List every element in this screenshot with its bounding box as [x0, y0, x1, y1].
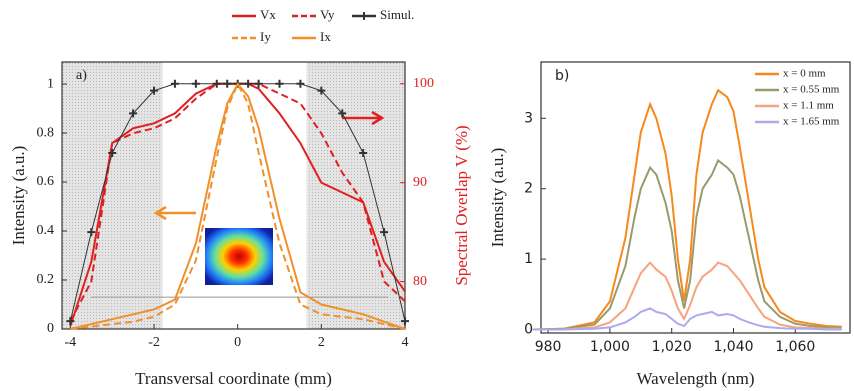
legend-label: x = 1.65 mm — [783, 116, 840, 128]
figure: -4 -2 0 2 4 0 0.2 0.4 0.6 0.8 1 80 90 100 Vx Vy Simul. Iy… — [0, 0, 854, 391]
y-tick-label: 1 — [524, 251, 533, 267]
y-tick-label: 0.6 — [37, 174, 55, 189]
marker — [223, 80, 231, 88]
marker — [192, 80, 200, 88]
x-axis-label: Transversal coordinate (mm) — [135, 369, 332, 388]
legend-label: Iy — [260, 29, 271, 44]
arrow — [156, 207, 196, 219]
legend-label: Vx — [260, 7, 276, 22]
marker — [171, 80, 179, 88]
legend-label: x = 1.1 mm — [783, 100, 834, 112]
x-tick-label: 1,040 — [713, 339, 753, 355]
x-tick-label: 4 — [402, 335, 409, 350]
marker — [296, 80, 304, 88]
y-tick-label: 0 — [524, 321, 533, 337]
x-axis-label: Wavelength (nm) — [636, 369, 754, 388]
marker — [276, 80, 284, 88]
y-axis-label: Intensity (a.u.) — [488, 148, 507, 248]
y-tick-label: 0.2 — [37, 272, 55, 287]
x-tick-label: 0 — [234, 335, 241, 350]
panel: 980 1,000 1,020 1,040 1,060 0 1 2 3 x = 0 mm x = 0… — [488, 62, 850, 388]
y-tick-label: 2 — [524, 181, 533, 197]
legend-label: Vy — [320, 7, 335, 22]
series-line — [533, 161, 842, 330]
x-tick-label: -2 — [148, 335, 160, 350]
y-tick-label: 0.8 — [37, 125, 55, 140]
x-tick-label: 2 — [318, 335, 325, 350]
y2-axis-label: Spectral Overlap V (%) — [452, 125, 471, 285]
panel: -4 -2 0 2 4 0 0.2 0.4 0.6 0.8 1 80 90 100 Vx Vy Simul. Iy… — [9, 7, 471, 388]
panel-label: b) — [555, 68, 569, 84]
y-tick-label: 0 — [47, 321, 54, 336]
x-tick-label: 1,020 — [652, 339, 692, 355]
legend-label: x = 0 mm — [783, 68, 826, 80]
y2-tick-label: 100 — [413, 76, 434, 91]
legend-label: Simul. — [380, 7, 414, 22]
y-tick-label: 3 — [524, 110, 533, 126]
y2-tick-label: 90 — [413, 175, 427, 190]
y-axis-label: Intensity (a.u.) — [9, 146, 28, 246]
x-tick-label: 1,060 — [775, 339, 815, 355]
legend-label: x = 0.55 mm — [783, 84, 840, 96]
legend-label: Ix — [320, 29, 331, 44]
y-tick-label: 0.4 — [37, 223, 55, 238]
shaded-region — [62, 62, 162, 329]
y-tick-label: 1 — [47, 76, 54, 91]
shaded-region — [307, 62, 405, 329]
x-tick-label: -4 — [65, 335, 77, 350]
beam-profile-image — [205, 228, 273, 285]
x-tick-label: 1,000 — [590, 339, 630, 355]
panel-label: a) — [76, 68, 87, 83]
legend-marker — [360, 12, 368, 20]
x-tick-label: 980 — [535, 339, 562, 355]
y2-tick-label: 80 — [413, 274, 427, 289]
marker — [244, 80, 252, 88]
